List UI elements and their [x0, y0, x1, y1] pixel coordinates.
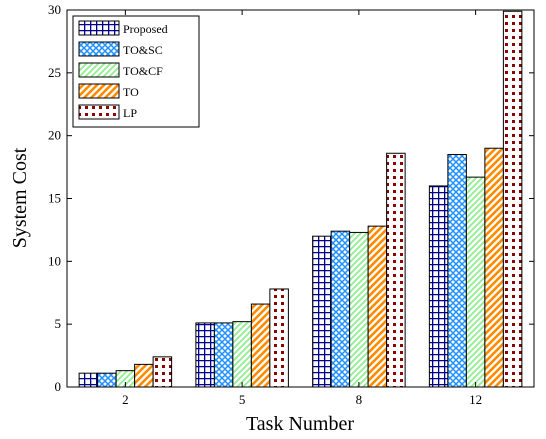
legend-swatch-to	[78, 83, 120, 99]
bar-to-cf-5	[232, 321, 252, 388]
x-axis-title: Task Number	[246, 413, 354, 435]
legend-label: TO&CF	[123, 64, 163, 78]
bar-proposed-12	[428, 185, 449, 388]
legend: Proposed TO&SC TO&CF TO LP	[72, 15, 200, 128]
x-tick-label: 12	[469, 392, 482, 407]
bar-to-cf-8	[349, 231, 369, 388]
bar-to-12	[484, 147, 504, 388]
bar-lp-2	[152, 356, 173, 388]
x-tick-label: 5	[239, 392, 246, 407]
legend-label: Proposed	[123, 22, 168, 36]
x-tick-label: 8	[356, 392, 363, 407]
y-tick-label: 25	[48, 65, 61, 80]
y-tick-label: 20	[48, 128, 61, 143]
y-axis: 0 5 10 15 20 25 30	[48, 2, 534, 394]
x-tick-label: 2	[122, 392, 129, 407]
bar-to-cf-12	[465, 176, 486, 388]
bar-lp-8	[386, 152, 406, 388]
bar-to-5	[250, 303, 271, 388]
y-tick-label: 10	[48, 253, 61, 268]
legend-label: TO	[123, 85, 139, 99]
y-tick-label: 5	[55, 316, 62, 331]
legend-swatch-lp	[78, 104, 120, 120]
bar-proposed-5	[195, 322, 215, 388]
y-axis-title: System Cost	[9, 147, 31, 248]
bar-lp-12	[502, 10, 523, 388]
bar-to-sc-8	[330, 230, 351, 388]
y-tick-label: 30	[48, 2, 61, 17]
bars-layer	[78, 10, 523, 388]
y-tick-label: 0	[55, 379, 62, 394]
bar-to-sc-5	[213, 322, 234, 388]
bar-to-sc-2	[97, 372, 117, 388]
bar-proposed-2	[78, 372, 99, 388]
legend-label: TO&SC	[123, 43, 163, 57]
bar-to-sc-12	[447, 154, 467, 388]
x-axis: 2 5 8 12	[122, 10, 482, 407]
legend-swatch-proposed	[78, 20, 120, 36]
legend-swatch-to-cf	[78, 62, 120, 78]
bar-to-2	[134, 363, 154, 388]
bar-proposed-8	[312, 235, 332, 388]
bar-to-8	[367, 225, 388, 388]
legend-swatch-to-sc	[78, 41, 120, 57]
y-tick-label: 15	[48, 191, 61, 206]
legend-label: LP	[123, 106, 137, 120]
bar-lp-5	[269, 288, 289, 388]
